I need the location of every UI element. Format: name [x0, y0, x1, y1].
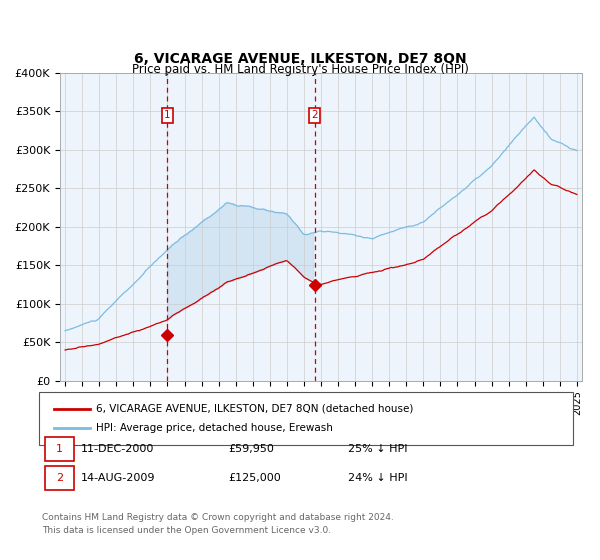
Text: HPI: Average price, detached house, Erewash: HPI: Average price, detached house, Erew…	[96, 423, 333, 433]
Text: This data is licensed under the Open Government Licence v3.0.: This data is licensed under the Open Gov…	[42, 526, 331, 535]
Text: 6, VICARAGE AVENUE, ILKESTON, DE7 8QN: 6, VICARAGE AVENUE, ILKESTON, DE7 8QN	[134, 52, 466, 66]
Text: 6, VICARAGE AVENUE, ILKESTON, DE7 8QN (detached house): 6, VICARAGE AVENUE, ILKESTON, DE7 8QN (d…	[96, 404, 413, 414]
Text: 14-AUG-2009: 14-AUG-2009	[81, 473, 155, 483]
Text: 24% ↓ HPI: 24% ↓ HPI	[348, 473, 407, 483]
Text: 25% ↓ HPI: 25% ↓ HPI	[348, 444, 407, 454]
Text: 2: 2	[56, 473, 63, 483]
Text: Contains HM Land Registry data © Crown copyright and database right 2024.: Contains HM Land Registry data © Crown c…	[42, 514, 394, 522]
Text: 1: 1	[56, 444, 63, 454]
Text: 1: 1	[164, 110, 171, 120]
Text: 2: 2	[311, 110, 318, 120]
Text: 11-DEC-2000: 11-DEC-2000	[81, 444, 154, 454]
Text: £125,000: £125,000	[228, 473, 281, 483]
Text: Price paid vs. HM Land Registry's House Price Index (HPI): Price paid vs. HM Land Registry's House …	[131, 63, 469, 77]
Text: £59,950: £59,950	[228, 444, 274, 454]
